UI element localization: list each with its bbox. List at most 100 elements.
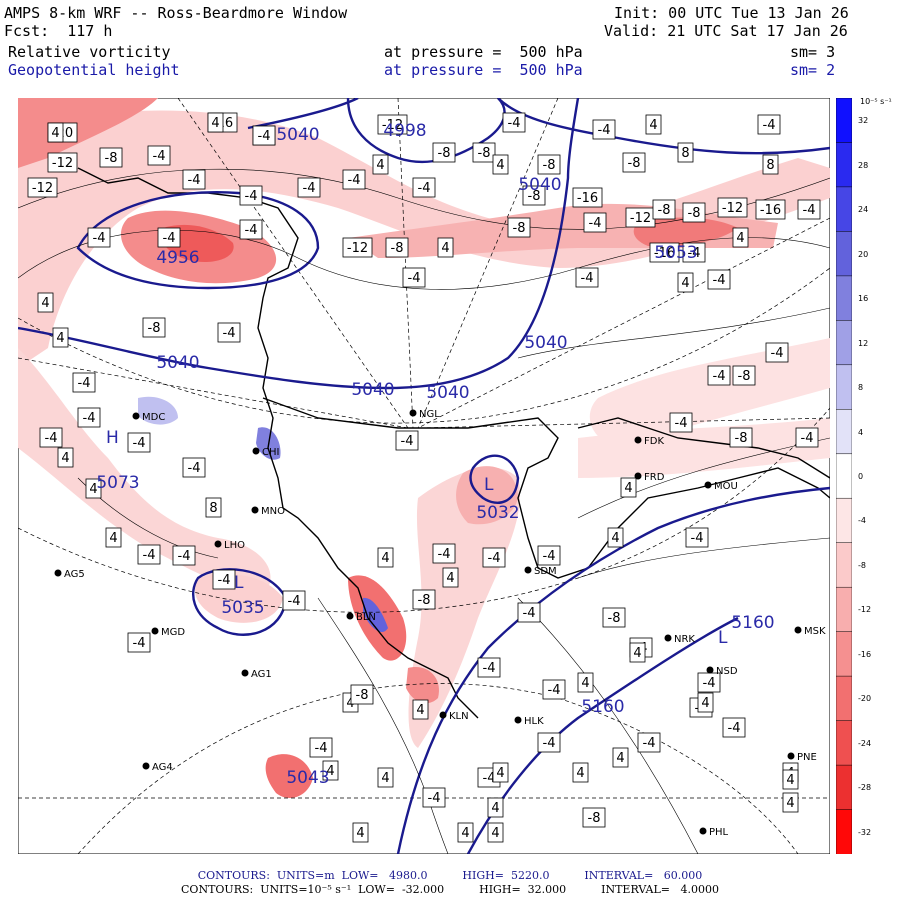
vorticity-label-box [697, 692, 714, 713]
vorticity-label: -8 [513, 221, 526, 236]
vorticity-label-box [47, 122, 64, 143]
height-contour-label: 5040 [351, 380, 394, 400]
vorticity-label: 4 [446, 571, 454, 586]
height-5035 [191, 568, 288, 636]
colorbar-tick-label: 16 [858, 294, 869, 304]
vorticity-label-box [517, 602, 541, 623]
vorticity-label-box [457, 822, 474, 843]
vorticity-label-box [212, 569, 236, 590]
field1-name: Relative vorticity [8, 43, 171, 61]
vorticity-label: -4 [93, 231, 106, 246]
station-dot [706, 666, 714, 674]
station-label: MOU [714, 481, 738, 492]
vorticity-label: -8 [105, 151, 118, 166]
vorticity-label: -12 [382, 118, 403, 133]
vorticity-label-box [722, 717, 746, 738]
vorticity-label-box [472, 142, 496, 163]
vorticity-label: -4 [178, 549, 191, 564]
vorticity-label: 4 [649, 118, 657, 133]
vorticity-label: -12 [32, 181, 53, 196]
colorbar-tick-label: 8 [858, 383, 864, 393]
vorticity-label-box [582, 807, 606, 828]
coastline [77, 167, 831, 719]
vorticity-label-box [402, 267, 426, 288]
height-contour-label: 4956 [156, 248, 199, 268]
vorticity-label: 4 [356, 826, 364, 841]
vorticity-label-box [352, 822, 369, 843]
vorticity-label-box [127, 632, 151, 653]
vorticity-label: -4 [675, 416, 688, 431]
vorticity-label: 4 [736, 231, 744, 246]
height-contour-label: 5040 [156, 353, 199, 373]
meridian-line [417, 97, 559, 429]
vorticity-label-box [755, 199, 786, 220]
station-dot [794, 626, 802, 634]
height-5032 [469, 454, 520, 504]
station-label: NRK [674, 634, 695, 645]
vorticity-label: -4 [418, 181, 431, 196]
vorticity-height-map: -20-16-4-12-4-44-4-12-8-44-8-84-8-888-12… [17, 96, 831, 878]
vorticity-label: -12 [52, 156, 73, 171]
vorticity-label: -4 [245, 223, 258, 238]
vorticity-label: -4 [713, 369, 726, 384]
vorticity-label-box [147, 145, 171, 166]
vorticity-label: -4 [258, 129, 271, 144]
vorticity-label-box [583, 212, 607, 233]
vorticity-label: 4 [381, 771, 389, 786]
height-contour-labels: 5040 4998 5040 4956 5053 5040 5040 5040 5040 5073… [96, 121, 774, 788]
vorticity-label: 4 [496, 766, 504, 781]
vorticity-label: -4 [543, 736, 556, 751]
vorticity-label-box [422, 787, 446, 808]
vorticity-label: -4 [45, 431, 58, 446]
colorbar-tick-label: 20 [858, 249, 869, 259]
high-low-marker: H [106, 428, 119, 448]
vort-ross-max [406, 667, 439, 704]
vorticity-label: 4 [89, 482, 97, 497]
vort-contour [517, 307, 831, 359]
vort-west-band [18, 348, 271, 590]
vorticity-label-box [39, 427, 63, 448]
vorticity-label-box [99, 147, 123, 168]
vort-se-band [578, 418, 830, 478]
high-low-marker: L [718, 628, 728, 648]
vorticity-label-box [239, 219, 263, 240]
station-dot [439, 711, 447, 719]
vorticity-label-box [602, 607, 626, 628]
station-label: PHL [709, 827, 729, 838]
init-time: Init: 00 UTC Tue 13 Jan 26 [614, 4, 849, 22]
map-panel: -20-16-4-12-4-44-4-12-8-44-8-84-8-888-12… [17, 96, 831, 878]
station-dot [704, 481, 712, 489]
colorbar-tick-label: 32 [858, 116, 869, 126]
vorticity-label-box [620, 477, 637, 498]
vorticity-label-box [217, 322, 241, 343]
vorticity-label-box [487, 822, 504, 843]
station-dot [251, 506, 259, 514]
vorticity-label-box [577, 672, 594, 693]
colorbar-swatch [835, 97, 853, 144]
vorticity-label: 4 [51, 126, 59, 141]
high-low-marker: L [484, 475, 494, 495]
vort-contour [577, 537, 831, 579]
station-markers: MDC NGL FDK FRD MOU CHI MNO LHO AG5 BLN MGD AG1 SDM N… [54, 409, 826, 838]
vorticity-label-box [637, 732, 661, 753]
station-label: AG5 [64, 569, 85, 580]
vorticity-label-box [432, 543, 456, 564]
vorticity-label: -4 [483, 771, 496, 786]
coast-west [77, 167, 479, 719]
vorticity-label-box [52, 327, 69, 348]
high-low-markers: H L L L [106, 428, 728, 648]
colorbar-swatch [835, 764, 853, 811]
vorticity-label: 4 [56, 331, 64, 346]
vorticity-label-box [795, 427, 819, 448]
height-contour-label: 5160 [581, 697, 624, 717]
field1-smoothing: sm= 3 [790, 43, 836, 61]
field1-level: at pressure = 500 hPa [384, 43, 583, 61]
coast-ice-shelf [262, 397, 831, 579]
vorticity-label-box [372, 154, 389, 175]
station-label: HLK [524, 716, 544, 727]
vorticity-label-box [385, 237, 409, 258]
colorbar-swatch [835, 320, 853, 366]
vorticity-label-box [572, 187, 603, 208]
footer-contour-height: CONTOURS: UNITS=m LOW= 4980.0 HIGH= 5220… [197, 869, 703, 882]
station-label: AG4 [152, 762, 173, 773]
